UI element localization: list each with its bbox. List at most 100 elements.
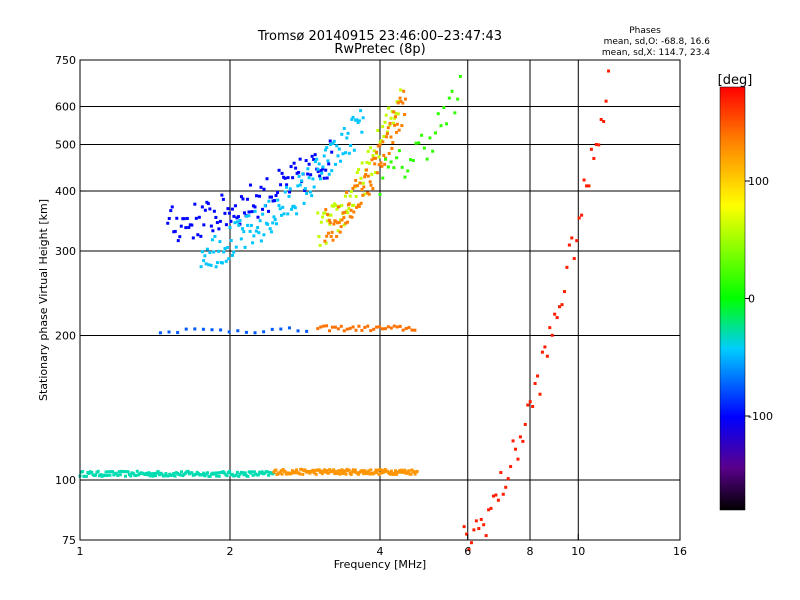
echo-point xyxy=(330,325,334,329)
echo-point xyxy=(589,147,593,151)
echo-point xyxy=(402,470,406,474)
echo-point xyxy=(431,149,435,153)
echo-point xyxy=(392,110,396,114)
echo-point xyxy=(303,188,307,192)
echo-point xyxy=(283,470,287,474)
echo-point xyxy=(403,97,407,101)
echo-point xyxy=(374,468,378,472)
echo-point xyxy=(337,147,341,151)
x-tick-label: 1 xyxy=(77,545,84,558)
echo-point xyxy=(401,328,405,332)
echo-point xyxy=(234,473,238,477)
echo-point xyxy=(167,330,171,334)
echo-point xyxy=(262,233,266,237)
echo-point xyxy=(251,473,255,477)
echo-point xyxy=(343,194,347,198)
echo-point xyxy=(374,150,378,154)
echo-point xyxy=(327,162,331,166)
echo-point xyxy=(403,468,407,472)
echo-point xyxy=(327,172,331,176)
echo-point xyxy=(329,234,333,238)
echo-point xyxy=(204,262,208,266)
echo-point xyxy=(297,174,301,178)
echo-point xyxy=(325,146,329,150)
echo-point xyxy=(310,194,314,198)
echo-point xyxy=(326,212,330,216)
y-axis-label: Stationary phase Virtual Height [km] xyxy=(37,199,50,401)
echo-point xyxy=(205,247,209,251)
echo-point xyxy=(300,179,304,183)
echo-point xyxy=(134,474,138,478)
echo-point xyxy=(244,330,248,334)
echo-point xyxy=(465,532,469,536)
echo-point xyxy=(196,233,200,237)
echo-point xyxy=(521,439,525,443)
echo-point xyxy=(156,470,160,474)
echo-point xyxy=(479,517,483,521)
echo-point xyxy=(472,528,476,532)
echo-point xyxy=(453,111,457,115)
colorbar-ticks: 100 0 -100 xyxy=(745,175,773,423)
colorbar-tick-label: 100 xyxy=(748,175,769,188)
echo-point xyxy=(345,220,349,224)
x-tick-label: 10 xyxy=(571,545,585,558)
echo-point xyxy=(277,168,281,172)
echo-point xyxy=(388,472,392,476)
echo-point xyxy=(496,498,500,502)
echo-point xyxy=(216,471,220,475)
echo-point xyxy=(164,472,168,476)
echo-point xyxy=(381,327,385,331)
echo-point xyxy=(412,470,416,474)
echo-point xyxy=(243,245,247,249)
echo-point xyxy=(445,122,449,126)
echo-point xyxy=(334,219,338,223)
echo-point xyxy=(227,211,231,215)
echo-point xyxy=(237,223,241,227)
echo-point xyxy=(403,175,407,179)
echo-point xyxy=(389,116,393,120)
echo-point xyxy=(308,190,312,194)
echo-point xyxy=(232,250,236,254)
echo-point xyxy=(397,470,401,474)
echo-point xyxy=(347,468,351,472)
echo-point xyxy=(260,470,264,474)
echo-point xyxy=(265,470,269,474)
echo-point xyxy=(374,156,378,160)
echo-point xyxy=(378,143,382,147)
echo-point xyxy=(217,227,221,231)
echo-point xyxy=(399,470,403,474)
echo-point xyxy=(592,156,596,160)
echo-point xyxy=(193,327,197,331)
echo-point xyxy=(382,153,386,157)
echo-point xyxy=(194,472,198,476)
echo-point xyxy=(352,148,356,152)
echo-point xyxy=(387,106,391,110)
echo-point xyxy=(331,204,335,208)
echo-point xyxy=(301,472,305,476)
echo-point xyxy=(462,525,466,529)
echo-point xyxy=(279,213,283,217)
echo-point xyxy=(175,216,179,220)
echo-point xyxy=(268,227,272,231)
echo-point xyxy=(393,116,397,120)
echo-point xyxy=(304,159,308,163)
echo-point xyxy=(288,190,292,194)
echo-point xyxy=(351,325,355,329)
echo-point xyxy=(222,471,226,475)
echo-point xyxy=(239,195,243,199)
echo-point xyxy=(410,468,414,472)
echo-point xyxy=(599,117,603,121)
echo-point xyxy=(258,194,262,198)
echo-point xyxy=(393,123,397,127)
echo-point xyxy=(295,468,299,472)
echo-point xyxy=(199,234,203,238)
echo-point xyxy=(297,170,301,174)
echo-point xyxy=(345,136,349,140)
echo-point xyxy=(200,205,204,209)
echo-point xyxy=(567,243,571,247)
echo-point xyxy=(253,331,257,335)
echo-point xyxy=(401,101,405,105)
echo-point xyxy=(332,468,336,472)
echo-point xyxy=(318,243,322,247)
echo-point xyxy=(545,354,549,358)
